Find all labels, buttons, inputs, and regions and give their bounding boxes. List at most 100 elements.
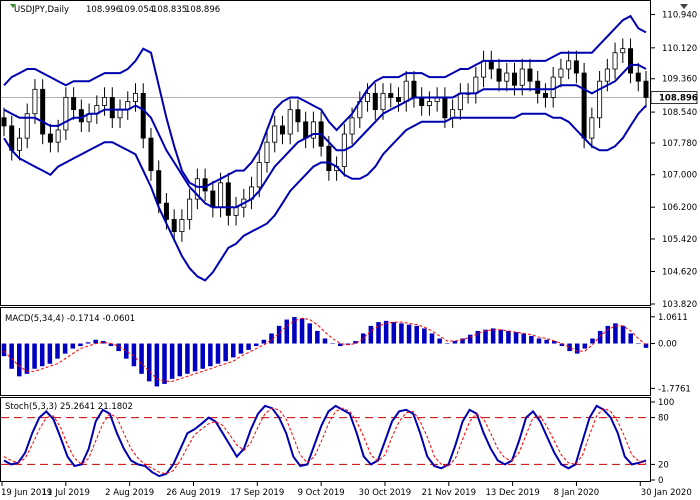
macd-bar [552, 341, 557, 344]
stoch-d-line [3, 407, 647, 475]
candle-body [24, 113, 30, 139]
candle-body [1, 117, 7, 127]
candle-body [171, 219, 177, 233]
candle-body [16, 137, 22, 151]
date-tick-label: 2 Aug 2019 [105, 488, 154, 498]
candle-body [643, 80, 649, 98]
macd-bar [284, 319, 290, 344]
top-marker [10, 4, 16, 8]
candle-body [519, 68, 525, 86]
macd-bar [231, 343, 236, 358]
date-tick-label: 13 Dec 2019 [485, 488, 539, 498]
macd-bar [185, 343, 190, 374]
macd-tick-label: 0.00 [658, 340, 677, 350]
candle-body [550, 76, 556, 98]
bollinger-middle-line [3, 63, 647, 209]
candle-body [218, 182, 224, 208]
ohlc-low: 108.835 [152, 5, 187, 15]
macd-bar [246, 343, 251, 350]
candle-body [403, 80, 409, 102]
candle-body [372, 92, 378, 111]
macd-bar [338, 343, 343, 347]
date-tick-label: 21 Nov 2019 [422, 488, 476, 498]
macd-bar [208, 343, 213, 367]
candle-body [597, 80, 603, 119]
candle-body [488, 60, 494, 70]
macd-bar [253, 343, 259, 347]
macd-bar [307, 323, 312, 344]
candle-body [628, 48, 634, 74]
macd-layer [1, 317, 649, 387]
date-tick-label: 26 Aug 2019 [166, 488, 220, 498]
macd-bar [582, 343, 588, 349]
candle-body [450, 109, 456, 119]
candle-body [55, 129, 61, 143]
price-tick-label: 110.940 [662, 11, 697, 21]
last-price-tag [650, 91, 698, 105]
corner-marker [680, 4, 688, 9]
candle-body [256, 162, 262, 188]
candle-body [535, 80, 541, 94]
macd-bar [643, 343, 649, 348]
macd-bar [529, 335, 534, 344]
macd-bar [101, 341, 106, 344]
candle-body [542, 92, 548, 98]
macd-bar [322, 338, 328, 344]
price-panel [0, 0, 651, 306]
candle-body [63, 97, 69, 131]
date-tick-label: 30 Oct 2019 [359, 488, 412, 498]
macd-bar [9, 343, 14, 369]
candle-body [78, 109, 84, 123]
macd-bar [406, 324, 412, 344]
price-tick-label: 107.000 [662, 171, 697, 181]
candle-body [132, 92, 138, 102]
macd-bar [475, 330, 481, 344]
candle-body [310, 121, 316, 139]
macd-bar [299, 318, 305, 344]
candle-body [47, 133, 53, 143]
candle-body [295, 109, 301, 123]
macd-bar [131, 343, 137, 367]
candle-body [481, 60, 487, 78]
macd-bar [383, 320, 389, 344]
macd-bar [506, 330, 511, 344]
date-tick-label: 30 Jan 2020 [641, 488, 692, 498]
candle-body [612, 52, 618, 70]
candle-body [272, 125, 278, 143]
macd-bar [399, 323, 404, 344]
macd-bar [452, 341, 458, 344]
macd-bar [261, 339, 267, 344]
candle-body [163, 202, 169, 220]
macd-panel [0, 307, 651, 396]
stoch-k-line [3, 404, 647, 478]
axis-layer: 110.940 110.120 109.360 108.540 107.780 107.0… [1, 11, 698, 498]
candle-body [109, 97, 115, 119]
candle-body [620, 48, 626, 54]
macd-signal-line [3, 317, 647, 382]
candle-body [473, 76, 479, 94]
macd-bar [422, 328, 427, 344]
macd-bar [85, 342, 91, 344]
macd-bar [567, 343, 572, 352]
macd-bar [93, 339, 98, 344]
candle-body [635, 72, 641, 82]
candle-body [187, 198, 193, 220]
candle-body [225, 182, 231, 216]
macd-bar [70, 343, 76, 349]
ohlc-high: 109.054 [119, 5, 154, 15]
stoch-tick-label: 80 [658, 414, 669, 424]
macd-bar [460, 338, 465, 344]
candle-body [179, 219, 185, 233]
price-tick-label: 110.120 [662, 44, 697, 54]
macd-bar [483, 329, 488, 344]
macd-bar [345, 343, 351, 345]
price-tick-label: 103.820 [662, 300, 697, 310]
candle-body [442, 97, 448, 119]
candle-body [102, 97, 108, 106]
candle-body [527, 68, 533, 82]
candle-body [573, 60, 579, 74]
macd-bar [55, 343, 60, 359]
price-tick-label: 105.420 [662, 235, 697, 245]
price-tick-label: 107.780 [662, 139, 697, 149]
